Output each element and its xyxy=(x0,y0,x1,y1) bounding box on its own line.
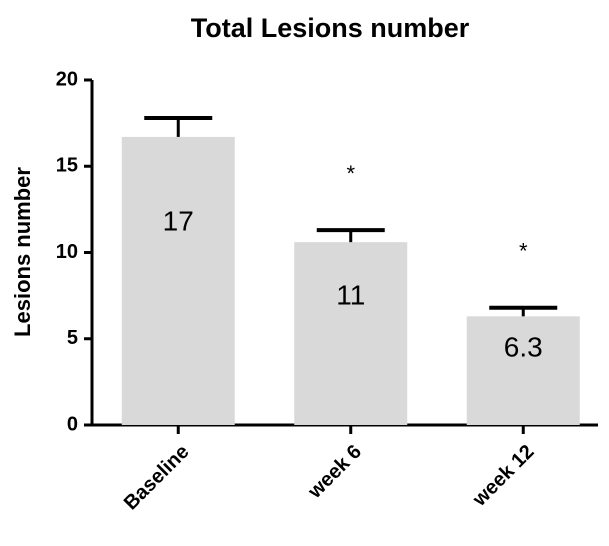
y-tick-label: 5 xyxy=(67,327,78,349)
x-tick-label: Baseline xyxy=(120,441,194,515)
y-tick-label: 20 xyxy=(56,68,78,90)
annotation: * xyxy=(346,161,355,186)
bar xyxy=(121,136,235,426)
y-tick-label: 10 xyxy=(56,241,78,263)
y-tick-label: 15 xyxy=(56,155,78,177)
y-axis-label: Lesions number xyxy=(10,167,35,337)
y-tick-label: 0 xyxy=(67,413,78,435)
value-label: 11 xyxy=(336,279,365,310)
value-label: 6.3 xyxy=(504,331,543,362)
x-tick-label: week 6 xyxy=(303,441,366,504)
bar xyxy=(466,316,580,425)
bar xyxy=(294,242,408,425)
x-tick-label: week 12 xyxy=(468,441,539,512)
annotation: * xyxy=(519,239,528,264)
chart-title: Total Lesions number xyxy=(191,13,470,43)
value-label: 17 xyxy=(163,206,194,237)
